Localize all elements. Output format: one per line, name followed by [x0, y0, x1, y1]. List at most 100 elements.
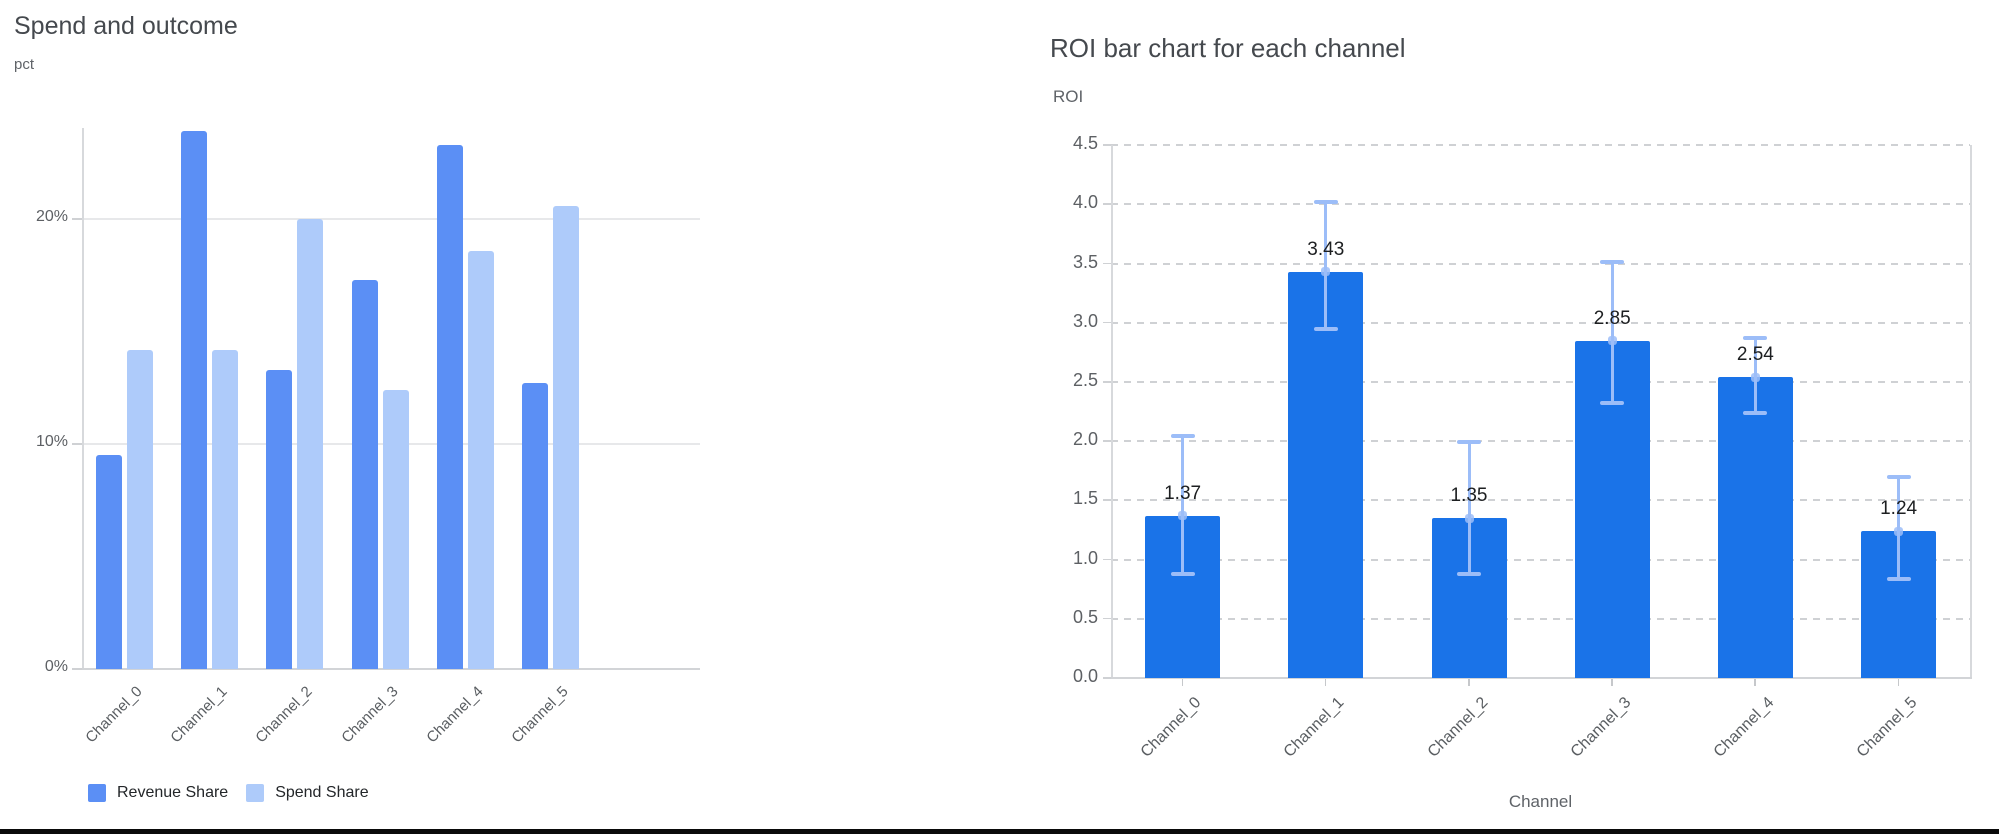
error-bar-cap-top — [1743, 336, 1768, 341]
x-tick-mark — [1897, 679, 1900, 686]
error-bar-cap-top — [1170, 434, 1195, 439]
y-tick-mark — [1103, 321, 1111, 324]
x-tick-mark — [1324, 679, 1327, 686]
error-bar-line — [1753, 338, 1757, 413]
y-tick-mark — [1103, 262, 1111, 265]
x-tick-label: Channel_4 — [1710, 694, 1778, 761]
y-tick-label: 2.5 — [1072, 370, 1098, 390]
error-bar-cap-bottom — [1457, 571, 1481, 576]
legend-item-spend-share[interactable]: Spend Share — [246, 784, 369, 802]
y-tick-label: 0.0 — [1072, 666, 1098, 686]
gridline-2.5 — [1111, 381, 1970, 383]
bar-revenue-share-channel_4[interactable] — [436, 144, 463, 669]
y-tick-mark — [1103, 677, 1111, 679]
y-tick-label: 0% — [44, 658, 68, 675]
error-bar-cap-top — [1886, 474, 1911, 479]
bar-spend-share-channel_0[interactable] — [127, 349, 153, 669]
bar-spend-share-channel_2[interactable] — [297, 219, 324, 669]
y-tick-label: 1.0 — [1072, 547, 1098, 568]
x-tick-mark — [1611, 679, 1613, 686]
bar-roi-channel_2[interactable] — [1431, 518, 1507, 678]
error-bar-cap-top — [1313, 200, 1338, 205]
x-tick-label: Channel_0 — [82, 683, 146, 747]
bar-revenue-share-channel_2[interactable] — [266, 369, 293, 669]
error-bar-cap-top — [1457, 440, 1481, 445]
y-tick-mark — [1103, 381, 1111, 383]
gridline-3.0 — [1111, 321, 1970, 324]
right-y-axis-unit-label: ROI — [1053, 87, 1084, 106]
y-tick-mark — [1103, 203, 1111, 205]
y-tick-mark — [1103, 440, 1111, 442]
gridline-4.0 — [1111, 203, 1970, 206]
error-bar-mean-marker — [1464, 513, 1474, 523]
x-tick-label: Channel_1 — [167, 683, 231, 747]
y-tick-mark — [1103, 617, 1111, 620]
x-tick-label: Channel_2 — [1424, 694, 1492, 761]
bar-value-label: 1.24 — [1880, 498, 1918, 520]
x-tick-label: Channel_5 — [1853, 694, 1921, 761]
y-tick-label: 4.5 — [1072, 133, 1098, 154]
error-bar-mean-marker — [1178, 511, 1188, 521]
bar-revenue-share-channel_1[interactable] — [181, 131, 208, 669]
x-tick-label: Channel_0 — [1137, 694, 1205, 761]
error-bar-line — [1181, 436, 1185, 574]
legend-item-label: Spend Share — [275, 784, 369, 801]
y-tick-mark — [72, 443, 82, 445]
x-tick-mark — [1181, 679, 1184, 686]
y-tick-label: 0.5 — [1072, 606, 1098, 627]
x-axis-line — [1111, 677, 1972, 679]
error-bar-mean-marker — [1894, 526, 1904, 536]
bar-spend-share-channel_4[interactable] — [467, 250, 494, 669]
y-tick-label: 20% — [35, 208, 68, 225]
legend-swatch-icon — [88, 784, 106, 802]
y-tick-mark — [72, 218, 82, 220]
error-bar-mean-marker — [1321, 267, 1331, 277]
gridline-1.0 — [1111, 558, 1970, 561]
y-tick-label: 4.0 — [1072, 192, 1098, 213]
bar-revenue-share-channel_3[interactable] — [351, 279, 378, 669]
y-tick-mark — [1103, 558, 1111, 561]
error-bar-mean-marker — [1750, 372, 1760, 382]
x-tick-label: Channel_4 — [423, 683, 487, 747]
bar-revenue-share-channel_5[interactable] — [522, 383, 548, 669]
right-x-axis-title: Channel — [1508, 792, 1573, 811]
bottom-divider — [0, 829, 1999, 834]
error-bar-line — [1897, 476, 1901, 579]
error-bar-cap-bottom — [1886, 576, 1911, 581]
gridline-20% — [82, 218, 700, 220]
error-bar-cap-bottom — [1170, 571, 1195, 576]
error-bar-cap-top — [1600, 260, 1625, 265]
left-y-axis-unit-label: pct — [14, 56, 35, 73]
right-chart-title: ROI bar chart for each channel — [1050, 33, 1406, 63]
gridline-3.5 — [1111, 262, 1970, 265]
error-bar-line — [1610, 262, 1614, 404]
x-tick-label: Channel_2 — [252, 683, 316, 747]
bar-roi-channel_5[interactable] — [1861, 531, 1937, 678]
gridline-0.5 — [1111, 617, 1970, 620]
gridline-10% — [82, 443, 700, 445]
y-axis-line — [82, 128, 84, 669]
bar-value-label: 2.85 — [1593, 307, 1631, 329]
y-tick-mark — [72, 668, 82, 670]
y-tick-label: 1.5 — [1072, 488, 1098, 509]
bar-spend-share-channel_1[interactable] — [212, 349, 239, 669]
error-bar-cap-bottom — [1743, 410, 1768, 415]
y-tick-mark — [1103, 144, 1111, 146]
bar-revenue-share-channel_0[interactable] — [96, 455, 122, 669]
legend-swatch-icon — [246, 784, 265, 802]
bar-value-label: 1.37 — [1164, 482, 1202, 504]
legend: Revenue Share Spend Share — [88, 784, 369, 802]
bar-roi-channel_0[interactable] — [1145, 515, 1221, 678]
plot-right-border — [1970, 145, 1972, 678]
bar-roi-channel_4[interactable] — [1717, 377, 1793, 678]
bar-roi-channel_3[interactable] — [1574, 340, 1650, 678]
legend-item-revenue-share[interactable]: Revenue Share — [88, 784, 228, 802]
bar-spend-share-channel_3[interactable] — [382, 390, 409, 669]
y-tick-label: 10% — [35, 433, 68, 450]
bar-roi-channel_1[interactable] — [1288, 271, 1364, 678]
error-bar-cap-bottom — [1313, 326, 1338, 331]
bar-spend-share-channel_5[interactable] — [553, 205, 579, 669]
y-axis-line — [1111, 145, 1113, 678]
